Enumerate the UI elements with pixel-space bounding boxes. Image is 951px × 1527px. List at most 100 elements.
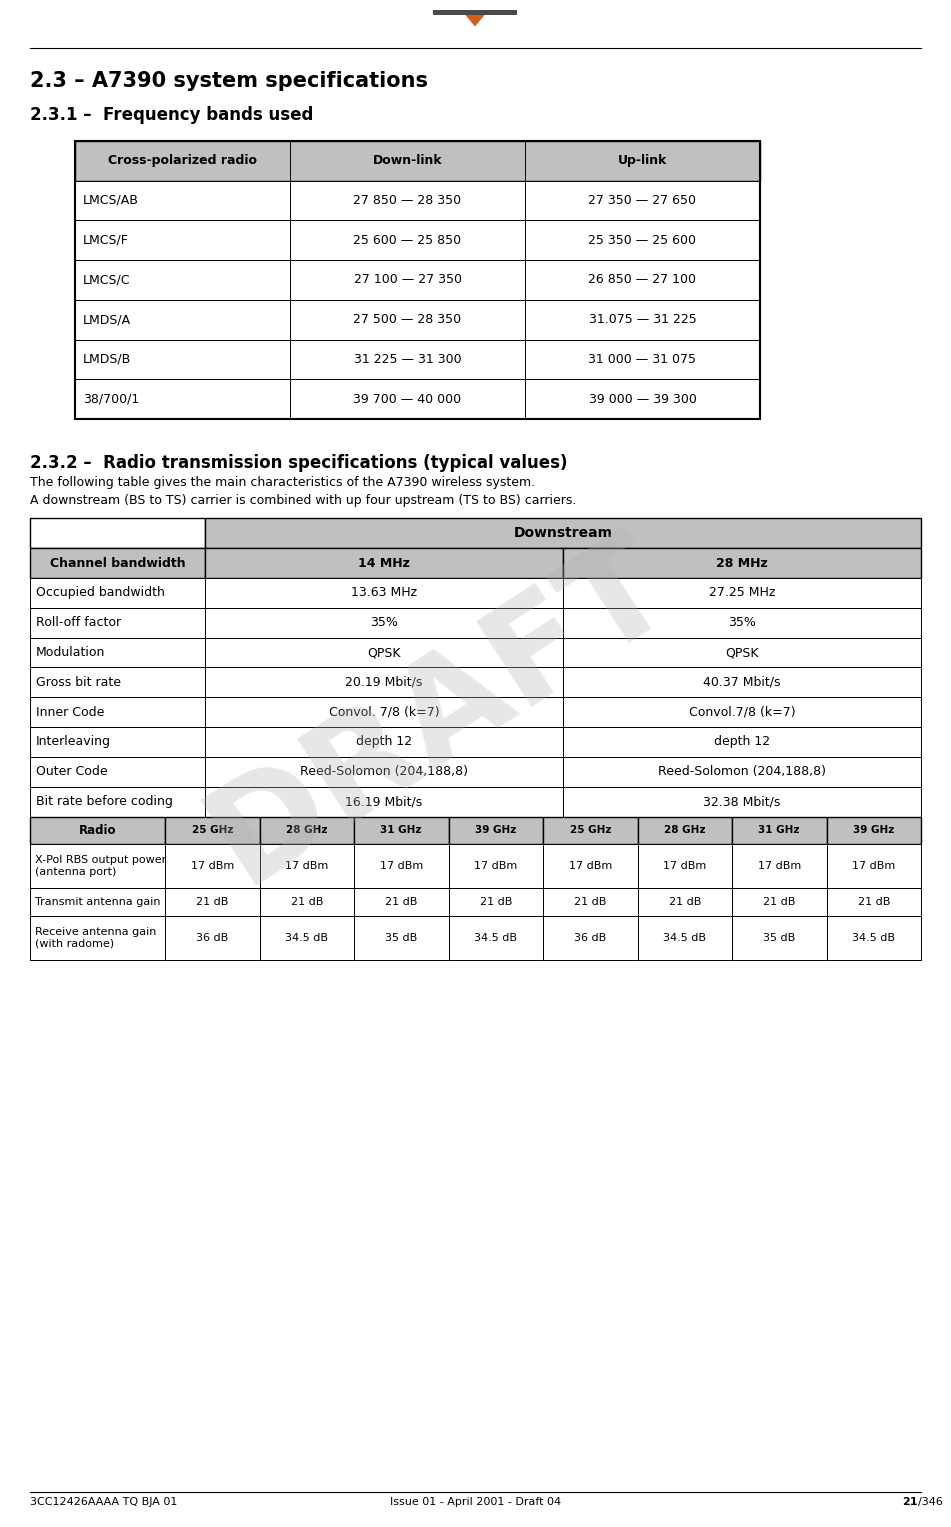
Bar [732, 817, 826, 844]
Text: X-Pol RBS output power
(antenna port): X-Pol RBS output power (antenna port) [35, 855, 166, 876]
Bar [637, 817, 732, 844]
Text: Radio: Radio [79, 825, 116, 837]
Text: 14 MHz: 14 MHz [359, 557, 410, 570]
Bar [205, 579, 563, 608]
Bar [543, 817, 637, 844]
Bar [165, 844, 260, 889]
Text: 17 dBm: 17 dBm [663, 861, 707, 872]
Bar [30, 579, 205, 608]
Text: 34.5 dB: 34.5 dB [852, 933, 895, 942]
Bar [354, 916, 449, 959]
Text: 27 850 — 28 350: 27 850 — 28 350 [354, 194, 461, 208]
Text: Channel bandwidth: Channel bandwidth [49, 557, 185, 570]
Bar [826, 817, 921, 844]
Text: LMDS/B: LMDS/B [83, 353, 131, 366]
Bar [165, 916, 260, 959]
Bar [260, 844, 354, 889]
Bar [543, 889, 637, 916]
Bar [205, 757, 563, 786]
Text: 27 500 — 28 350: 27 500 — 28 350 [354, 313, 461, 327]
Bar [205, 608, 563, 638]
Text: Convol. 7/8 (k=7): Convol. 7/8 (k=7) [329, 705, 439, 719]
Bar [205, 548, 563, 579]
Text: 17 dBm: 17 dBm [569, 861, 611, 872]
Text: Interleaving: Interleaving [36, 736, 111, 748]
Text: 28 GHz: 28 GHz [664, 826, 706, 835]
Text: 32.38 Mbit/s: 32.38 Mbit/s [704, 796, 781, 808]
Text: 39 GHz: 39 GHz [853, 826, 895, 835]
Bar [205, 727, 563, 757]
Bar [30, 518, 205, 548]
Text: Reed-Solomon (204,188,8): Reed-Solomon (204,188,8) [300, 765, 468, 779]
Bar [205, 698, 563, 727]
Text: Downstream: Downstream [514, 527, 612, 541]
Text: Outer Code: Outer Code [36, 765, 107, 779]
Text: Reed-Solomon (204,188,8): Reed-Solomon (204,188,8) [658, 765, 826, 779]
Bar [826, 844, 921, 889]
Text: 27.25 MHz: 27.25 MHz [708, 586, 775, 600]
Text: Inner Code: Inner Code [36, 705, 105, 719]
Bar [449, 817, 543, 844]
Bar [637, 844, 732, 889]
Text: 40.37 Mbit/s: 40.37 Mbit/s [703, 676, 781, 689]
Bar [354, 889, 449, 916]
Bar [30, 608, 205, 638]
Text: Up-link: Up-link [618, 154, 668, 166]
Bar [543, 844, 637, 889]
Bar [260, 889, 354, 916]
Text: 34.5 dB: 34.5 dB [475, 933, 517, 942]
Text: Issue 01 - April 2001 - Draft 04: Issue 01 - April 2001 - Draft 04 [391, 1496, 561, 1507]
Text: LMDS/A: LMDS/A [83, 313, 131, 327]
Bar [75, 260, 760, 299]
Text: 21 dB: 21 dB [479, 896, 512, 907]
Bar [30, 638, 205, 667]
Text: LMCS/AB: LMCS/AB [83, 194, 139, 208]
Text: 21 dB: 21 dB [196, 896, 228, 907]
Text: 21 dB: 21 dB [291, 896, 323, 907]
Bar [563, 786, 921, 817]
Text: 31 000 — 31 075: 31 000 — 31 075 [589, 353, 696, 366]
Polygon shape [465, 15, 485, 26]
Text: 38/700/1: 38/700/1 [83, 392, 139, 406]
Text: 20.19 Mbit/s: 20.19 Mbit/s [345, 676, 422, 689]
Bar [205, 786, 563, 817]
Text: 28 MHz: 28 MHz [716, 557, 767, 570]
Text: A downstream (BS to TS) carrier is combined with up four upstream (TS to BS) car: A downstream (BS to TS) carrier is combi… [30, 493, 576, 507]
Text: 21 dB: 21 dB [669, 896, 701, 907]
Text: 36 dB: 36 dB [574, 933, 607, 942]
Bar [75, 220, 760, 260]
Text: 21 dB: 21 dB [763, 896, 795, 907]
Bar [30, 889, 165, 916]
Bar [563, 608, 921, 638]
Text: 35%: 35% [728, 617, 756, 629]
Text: Transmit antenna gain: Transmit antenna gain [35, 896, 161, 907]
Text: Roll-off factor: Roll-off factor [36, 617, 121, 629]
Bar [75, 140, 760, 418]
Text: 35%: 35% [370, 617, 398, 629]
Text: 16.19 Mbit/s: 16.19 Mbit/s [345, 796, 422, 808]
Text: 3CC12426AAAA TQ BJA 01: 3CC12426AAAA TQ BJA 01 [30, 1496, 178, 1507]
Bar [449, 844, 543, 889]
Text: Down-link: Down-link [373, 154, 442, 166]
Bar [563, 698, 921, 727]
Text: 13.63 MHz: 13.63 MHz [351, 586, 417, 600]
Text: 35 dB: 35 dB [763, 933, 795, 942]
Bar [205, 518, 921, 548]
Text: 17 dBm: 17 dBm [190, 861, 234, 872]
Text: Gross bit rate: Gross bit rate [36, 676, 121, 689]
Text: 25 350 — 25 600: 25 350 — 25 600 [589, 234, 696, 247]
Text: 25 600 — 25 850: 25 600 — 25 850 [354, 234, 461, 247]
Text: 17 dBm: 17 dBm [379, 861, 423, 872]
Bar [449, 889, 543, 916]
Text: 39 000 — 39 300: 39 000 — 39 300 [589, 392, 696, 406]
Text: 17 dBm: 17 dBm [758, 861, 801, 872]
Bar [30, 916, 165, 959]
Bar [75, 339, 760, 379]
Text: 17 dBm: 17 dBm [475, 861, 517, 872]
Text: The following table gives the main characteristics of the A7390 wireless system.: The following table gives the main chara… [30, 476, 535, 489]
Text: 17 dBm: 17 dBm [852, 861, 896, 872]
Bar [433, 0, 517, 15]
Bar [75, 180, 760, 220]
Bar [30, 698, 205, 727]
Bar [563, 638, 921, 667]
